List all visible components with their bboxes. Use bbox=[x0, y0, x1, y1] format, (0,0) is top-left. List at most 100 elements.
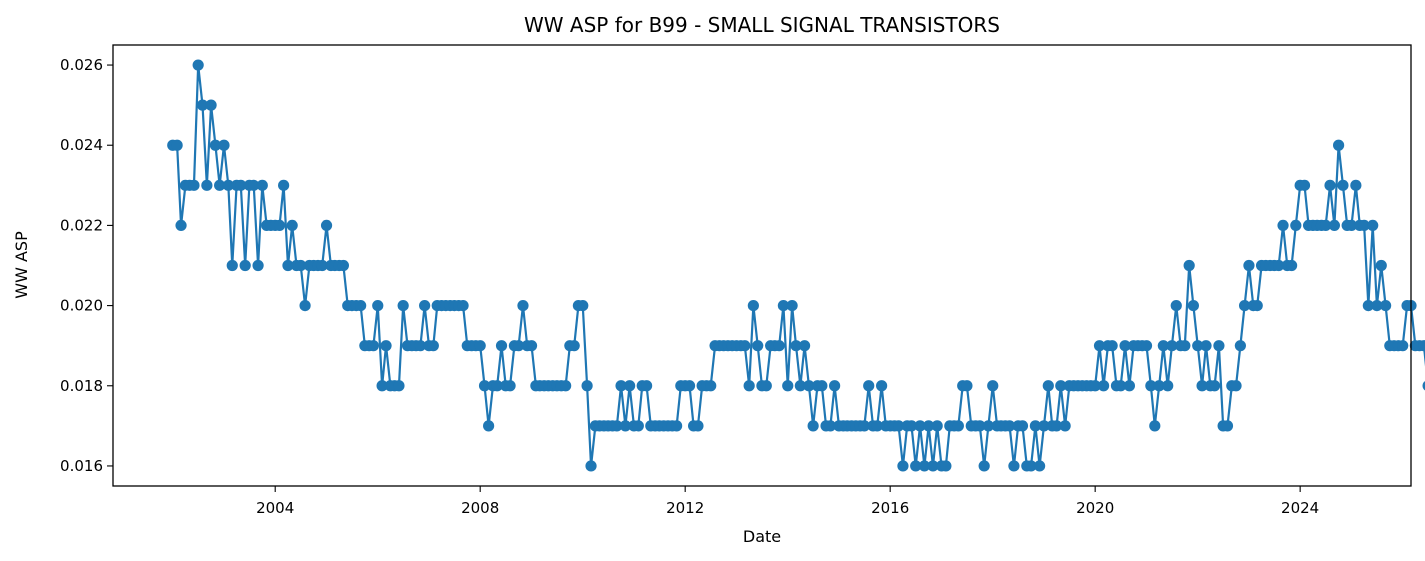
x-tick-label: 2004 bbox=[256, 499, 294, 517]
data-point bbox=[577, 299, 589, 312]
data-point bbox=[1208, 380, 1221, 392]
data-point bbox=[1149, 420, 1161, 432]
data-point bbox=[1345, 219, 1358, 232]
data-point bbox=[1273, 259, 1285, 272]
data-point bbox=[1221, 420, 1234, 432]
data-point bbox=[192, 59, 204, 71]
plot-area bbox=[167, 59, 1425, 472]
data-point bbox=[286, 219, 298, 232]
data-point bbox=[380, 340, 392, 352]
data-point bbox=[568, 340, 580, 352]
data-point bbox=[525, 340, 538, 352]
data-point bbox=[1290, 219, 1302, 232]
data-point bbox=[282, 259, 294, 272]
data-point bbox=[798, 340, 811, 352]
data-point bbox=[987, 380, 999, 392]
data-point bbox=[1362, 299, 1374, 312]
y-tick-label: 0.024 bbox=[60, 136, 103, 154]
data-point bbox=[278, 179, 290, 191]
y-tick-label: 0.018 bbox=[60, 377, 103, 395]
data-point bbox=[196, 99, 209, 111]
data-point bbox=[171, 139, 183, 151]
data-point bbox=[205, 99, 217, 111]
data-point bbox=[316, 259, 328, 272]
data-point bbox=[863, 380, 875, 392]
data-point bbox=[897, 460, 909, 472]
data-point bbox=[560, 380, 572, 392]
data-point bbox=[786, 299, 798, 312]
x-tick-label: 2020 bbox=[1076, 499, 1114, 517]
data-point bbox=[739, 340, 751, 352]
data-point bbox=[1093, 340, 1106, 352]
data-point bbox=[1170, 299, 1182, 312]
data-point bbox=[483, 420, 495, 432]
data-point bbox=[1418, 340, 1425, 352]
data-point bbox=[773, 340, 785, 352]
data-point bbox=[504, 380, 516, 392]
data-point bbox=[256, 179, 268, 191]
data-point bbox=[239, 259, 251, 272]
data-point bbox=[1183, 259, 1195, 272]
data-point bbox=[1157, 340, 1169, 352]
data-point bbox=[1234, 340, 1246, 352]
data-point bbox=[585, 460, 597, 472]
data-point bbox=[393, 380, 405, 392]
data-point bbox=[1016, 420, 1029, 432]
data-point bbox=[478, 380, 491, 392]
data-point bbox=[816, 380, 828, 392]
plot-frame bbox=[112, 44, 1412, 487]
data-point bbox=[1055, 380, 1067, 392]
data-point bbox=[581, 380, 593, 392]
data-point bbox=[1003, 420, 1016, 432]
data-point bbox=[1162, 380, 1174, 392]
data-point bbox=[1196, 380, 1208, 392]
y-tick-label: 0.022 bbox=[60, 216, 103, 234]
data-point bbox=[927, 460, 939, 472]
data-point bbox=[235, 179, 247, 191]
data-point bbox=[961, 380, 973, 392]
data-point bbox=[209, 139, 222, 151]
data-point bbox=[1008, 460, 1020, 472]
data-point bbox=[201, 179, 213, 191]
data-point bbox=[1367, 219, 1379, 232]
data-point bbox=[214, 179, 226, 191]
data-point bbox=[671, 420, 683, 432]
data-point bbox=[692, 420, 704, 432]
y-tick-label: 0.026 bbox=[60, 56, 103, 74]
data-point bbox=[175, 219, 187, 232]
data-point bbox=[1251, 299, 1263, 312]
data-point bbox=[615, 380, 627, 392]
data-point bbox=[974, 420, 986, 432]
chart-title: WW ASP for B99 - SMALL SIGNAL TRANSISTOR… bbox=[524, 13, 1000, 37]
data-point bbox=[414, 340, 427, 352]
data-point bbox=[372, 299, 384, 312]
data-point bbox=[1050, 420, 1063, 432]
data-point bbox=[1038, 420, 1050, 432]
data-point bbox=[1042, 380, 1054, 392]
data-point bbox=[923, 420, 935, 432]
data-point bbox=[1320, 219, 1332, 232]
data-point bbox=[457, 299, 469, 312]
data-point bbox=[1380, 299, 1392, 312]
data-point bbox=[1298, 179, 1311, 191]
data-point bbox=[355, 299, 367, 312]
data-point bbox=[474, 340, 486, 352]
data-point bbox=[1192, 340, 1204, 352]
data-point bbox=[320, 219, 333, 232]
data-point bbox=[1059, 420, 1071, 432]
data-point bbox=[918, 460, 931, 472]
data-point bbox=[782, 380, 794, 392]
data-point bbox=[1333, 139, 1345, 151]
data-point bbox=[1422, 381, 1425, 391]
data-point bbox=[624, 380, 636, 392]
data-point bbox=[513, 340, 525, 352]
data-point bbox=[611, 420, 623, 432]
data-point bbox=[807, 420, 819, 432]
data-point bbox=[1187, 299, 1199, 312]
data-point bbox=[876, 380, 888, 392]
data-point bbox=[641, 380, 653, 392]
data-point bbox=[1119, 340, 1131, 352]
data-point bbox=[1153, 380, 1165, 392]
data-point bbox=[1089, 380, 1101, 392]
data-point bbox=[914, 420, 926, 432]
